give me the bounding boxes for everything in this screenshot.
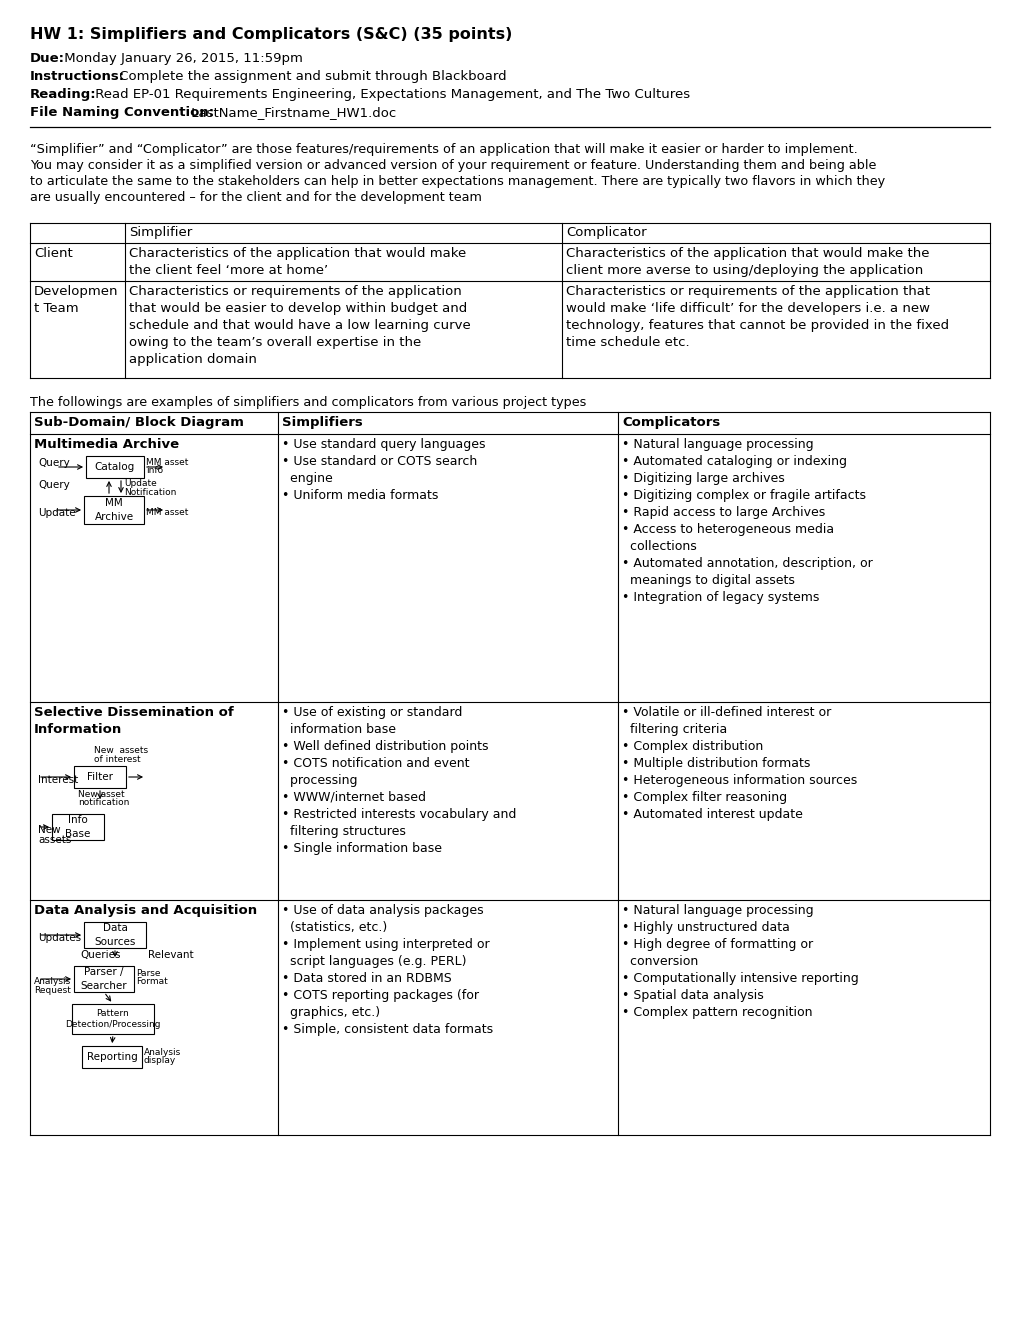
Text: Characteristics of the application that would make
the client feel ‘more at home: Characteristics of the application that … (128, 247, 466, 277)
Text: Complicators: Complicators (622, 416, 719, 429)
Text: of interest: of interest (94, 755, 141, 764)
Text: • Natural language processing
• Highly unstructured data
• High degree of format: • Natural language processing • Highly u… (622, 904, 858, 1019)
Text: New  assets: New assets (94, 746, 148, 755)
Text: display: display (144, 1056, 176, 1065)
Text: Multimedia Archive: Multimedia Archive (34, 438, 179, 451)
Text: MM asset: MM asset (146, 508, 189, 517)
Text: New asset: New asset (77, 789, 124, 799)
Text: Parser /
Searcher: Parser / Searcher (81, 968, 127, 990)
Text: Data Analysis and Acquisition: Data Analysis and Acquisition (34, 904, 257, 917)
Bar (84, 496, 144, 524)
Text: Analysis: Analysis (34, 977, 71, 986)
Bar (52, 814, 104, 840)
Text: Reading:: Reading: (30, 88, 97, 102)
Text: assets: assets (38, 836, 71, 845)
Bar (86, 455, 144, 478)
Text: Client: Client (34, 247, 72, 260)
Text: Complete the assignment and submit through Blackboard: Complete the assignment and submit throu… (115, 70, 506, 83)
Text: Query: Query (38, 458, 69, 469)
Text: Complicator: Complicator (566, 226, 646, 239)
Text: • Use standard query languages
• Use standard or COTS search
  engine
• Uniform : • Use standard query languages • Use sta… (281, 438, 485, 502)
Text: • Use of existing or standard
  information base
• Well defined distribution poi: • Use of existing or standard informatio… (281, 706, 516, 855)
Text: You may consider it as a simplified version or advanced version of your requirem: You may consider it as a simplified vers… (30, 158, 875, 172)
Text: MM
Archive: MM Archive (95, 499, 133, 521)
Text: Pattern
Detection/Processing: Pattern Detection/Processing (65, 1008, 161, 1030)
Text: are usually encountered – for the client and for the development team: are usually encountered – for the client… (30, 191, 481, 205)
Text: “Simplifier” and “Complicator” are those features/requirements of an application: “Simplifier” and “Complicator” are those… (30, 143, 857, 156)
Bar (82, 1045, 142, 1068)
Text: Characteristics or requirements of the application that
would make ‘life difficu: Characteristics or requirements of the a… (566, 285, 949, 348)
Text: File Naming Convention:: File Naming Convention: (30, 106, 214, 119)
Text: • Use of data analysis packages
  (statistics, etc.)
• Implement using interpret: • Use of data analysis packages (statist… (281, 904, 492, 1036)
Bar (74, 766, 126, 788)
Text: Interest: Interest (38, 775, 78, 785)
Text: Relevant: Relevant (148, 950, 194, 960)
Text: Characteristics of the application that would make the
client more averse to usi: Characteristics of the application that … (566, 247, 928, 277)
Text: notification: notification (77, 799, 129, 807)
Text: Simplifier: Simplifier (128, 226, 192, 239)
Text: Notification: Notification (124, 488, 176, 498)
Text: Updates: Updates (38, 933, 82, 942)
Text: • Volatile or ill-defined interest or
  filtering criteria
• Complex distributio: • Volatile or ill-defined interest or fi… (622, 706, 856, 821)
Text: Info
Base: Info Base (65, 816, 91, 838)
Text: Reporting: Reporting (87, 1052, 138, 1063)
Text: Queries: Queries (79, 950, 120, 960)
Text: Update: Update (124, 479, 157, 488)
Text: Sub-Domain/ Block Diagram: Sub-Domain/ Block Diagram (34, 416, 244, 429)
Text: MM asset: MM asset (146, 458, 189, 467)
Text: Instructions:: Instructions: (30, 70, 125, 83)
Bar (74, 966, 133, 993)
Text: Developmen
t Team: Developmen t Team (34, 285, 118, 315)
Text: Characteristics or requirements of the application
that would be easier to devel: Characteristics or requirements of the a… (128, 285, 471, 366)
Text: info: info (146, 466, 163, 475)
Text: Update: Update (38, 508, 75, 517)
Text: Monday January 26, 2015, 11:59pm: Monday January 26, 2015, 11:59pm (60, 51, 303, 65)
Text: Simplifiers: Simplifiers (281, 416, 363, 429)
Text: Filter: Filter (87, 772, 113, 781)
Text: The followings are examples of simplifiers and complicators from various project: The followings are examples of simplifie… (30, 396, 586, 409)
Text: • Natural language processing
• Automated cataloging or indexing
• Digitizing la: • Natural language processing • Automate… (622, 438, 872, 605)
Text: Due:: Due: (30, 51, 65, 65)
Text: Analysis: Analysis (144, 1048, 181, 1057)
Text: Catalog: Catalog (95, 462, 135, 473)
Text: to articulate the same to the stakeholders can help in better expectations manag: to articulate the same to the stakeholde… (30, 176, 884, 187)
Text: Parse: Parse (136, 969, 160, 978)
Text: Selective Dissemination of
Information: Selective Dissemination of Information (34, 706, 233, 737)
Text: Request: Request (34, 986, 70, 995)
Text: Query: Query (38, 480, 69, 490)
Text: Format: Format (136, 977, 167, 986)
Text: Read EP-01 Requirements Engineering, Expectations Management, and The Two Cultur: Read EP-01 Requirements Engineering, Exp… (91, 88, 690, 102)
Text: Data
Sources: Data Sources (94, 924, 136, 946)
Text: LastName_Firstname_HW1.doc: LastName_Firstname_HW1.doc (186, 106, 395, 119)
Bar (72, 1005, 154, 1034)
Text: HW 1: Simplifiers and Complicators (S&C) (35 points): HW 1: Simplifiers and Complicators (S&C)… (30, 26, 512, 42)
Bar (84, 921, 146, 948)
Text: New: New (38, 825, 60, 836)
